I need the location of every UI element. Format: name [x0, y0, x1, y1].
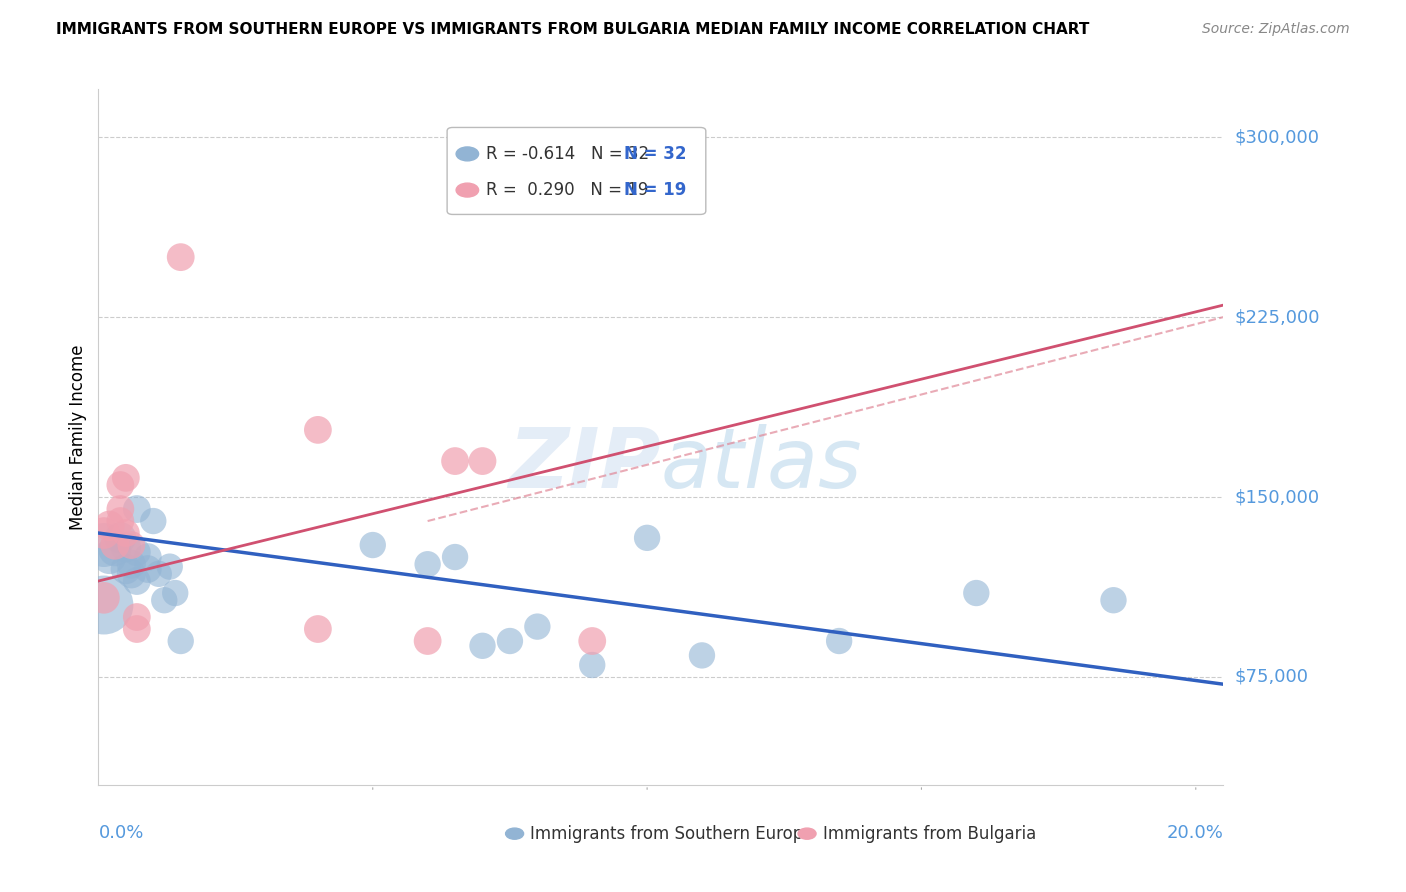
Point: [526, 619, 548, 633]
Point: [444, 549, 467, 564]
Point: [104, 542, 127, 557]
Point: [93, 591, 115, 605]
Text: R = -0.614   N = 32: R = -0.614 N = 32: [486, 145, 650, 163]
Text: $150,000: $150,000: [1234, 488, 1319, 506]
Text: N = 19: N = 19: [624, 181, 686, 199]
Point: [307, 423, 329, 437]
Point: [165, 586, 187, 600]
Circle shape: [799, 828, 815, 839]
Point: [98, 549, 121, 564]
Text: IMMIGRANTS FROM SOUTHERN EUROPE VS IMMIGRANTS FROM BULGARIA MEDIAN FAMILY INCOME: IMMIGRANTS FROM SOUTHERN EUROPE VS IMMIG…: [56, 22, 1090, 37]
Point: [142, 514, 165, 528]
Point: [136, 562, 159, 576]
Point: [307, 622, 329, 636]
Point: [471, 639, 494, 653]
Point: [1102, 593, 1125, 607]
Point: [110, 502, 132, 516]
Point: [125, 610, 148, 624]
Text: R =  0.290   N = 19: R = 0.290 N = 19: [486, 181, 648, 199]
Point: [115, 562, 138, 576]
Point: [148, 566, 170, 581]
Text: atlas: atlas: [661, 425, 862, 506]
Text: 0.0%: 0.0%: [98, 824, 143, 842]
Point: [110, 531, 132, 545]
Point: [581, 658, 603, 673]
Text: $300,000: $300,000: [1234, 128, 1319, 146]
Point: [471, 454, 494, 468]
Point: [120, 566, 142, 581]
Point: [361, 538, 384, 552]
Point: [636, 531, 658, 545]
Y-axis label: Median Family Income: Median Family Income: [69, 344, 87, 530]
Circle shape: [506, 828, 523, 839]
Point: [125, 574, 148, 588]
Point: [444, 454, 467, 468]
Text: Source: ZipAtlas.com: Source: ZipAtlas.com: [1202, 22, 1350, 37]
Point: [690, 648, 713, 663]
Point: [159, 559, 181, 574]
Point: [416, 558, 439, 572]
Point: [828, 634, 851, 648]
Point: [125, 622, 148, 636]
Point: [120, 538, 142, 552]
Point: [416, 634, 439, 648]
Point: [170, 634, 193, 648]
Point: [581, 634, 603, 648]
Point: [120, 558, 142, 572]
Point: [125, 502, 148, 516]
Point: [115, 541, 138, 555]
Point: [965, 586, 987, 600]
Point: [153, 593, 176, 607]
Text: Immigrants from Bulgaria: Immigrants from Bulgaria: [823, 825, 1036, 843]
Point: [170, 250, 193, 264]
Point: [104, 538, 127, 552]
FancyBboxPatch shape: [447, 128, 706, 214]
Text: N = 32: N = 32: [624, 145, 686, 163]
Point: [98, 519, 121, 533]
Point: [110, 514, 132, 528]
Point: [125, 545, 148, 559]
Circle shape: [456, 147, 478, 161]
Point: [93, 538, 115, 552]
Point: [499, 634, 522, 648]
Text: 20.0%: 20.0%: [1167, 824, 1223, 842]
Text: ZIP: ZIP: [508, 425, 661, 506]
Point: [93, 598, 115, 612]
Text: $75,000: $75,000: [1234, 668, 1309, 686]
Point: [93, 526, 115, 541]
Point: [110, 478, 132, 492]
Point: [115, 526, 138, 541]
Circle shape: [456, 183, 478, 197]
Text: Immigrants from Southern Europe: Immigrants from Southern Europe: [530, 825, 814, 843]
Point: [115, 471, 138, 485]
Text: $225,000: $225,000: [1234, 308, 1320, 326]
Point: [136, 549, 159, 564]
